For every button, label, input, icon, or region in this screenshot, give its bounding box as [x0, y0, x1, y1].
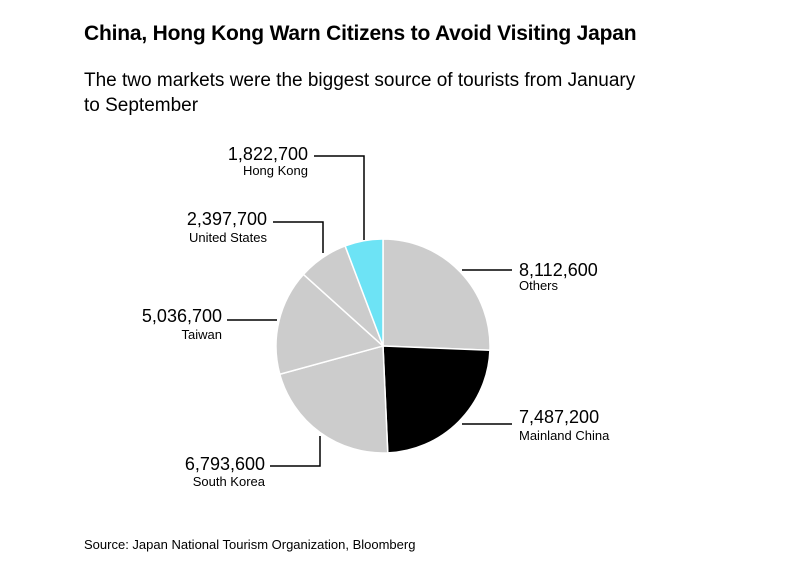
category-label-others: Others	[519, 278, 559, 293]
pie-slice-south-korea	[279, 345, 389, 454]
category-label-hong-kong: Hong Kong	[243, 163, 308, 178]
category-label-taiwan: Taiwan	[182, 327, 222, 342]
value-label-mainland-china: 7,487,200	[519, 407, 599, 427]
value-label-south-korea: 6,793,600	[185, 454, 265, 474]
slice-labels: 8,112,600 Others 7,487,200 Mainland Chin…	[142, 144, 610, 489]
value-label-hong-kong: 1,822,700	[228, 144, 308, 164]
leader-lines	[227, 155, 512, 467]
chart-subtitle: The two markets were the biggest source …	[84, 70, 636, 116]
value-label-others: 8,112,600	[519, 260, 598, 280]
pie-slices	[275, 238, 491, 454]
pie-slice-mainland-china	[382, 345, 491, 454]
value-label-united-states: 2,397,700	[187, 209, 267, 229]
source-note: Source: Japan National Tourism Organizat…	[84, 537, 416, 552]
leader-line-hong-kong	[314, 155, 365, 240]
pie-slice-taiwan	[275, 273, 384, 375]
chart-title: China, Hong Kong Warn Citizens to Avoid …	[84, 22, 637, 45]
category-label-mainland-china: Mainland China	[519, 428, 610, 443]
pie-slice-others	[382, 238, 491, 351]
leader-line-united-states	[273, 221, 324, 253]
leader-line-south-korea	[270, 436, 321, 467]
pie-slice-hong-kong	[344, 238, 384, 347]
value-label-taiwan: 5,036,700	[142, 306, 222, 326]
category-label-united-states: United States	[189, 230, 268, 245]
category-label-south-korea: South Korea	[193, 474, 266, 489]
